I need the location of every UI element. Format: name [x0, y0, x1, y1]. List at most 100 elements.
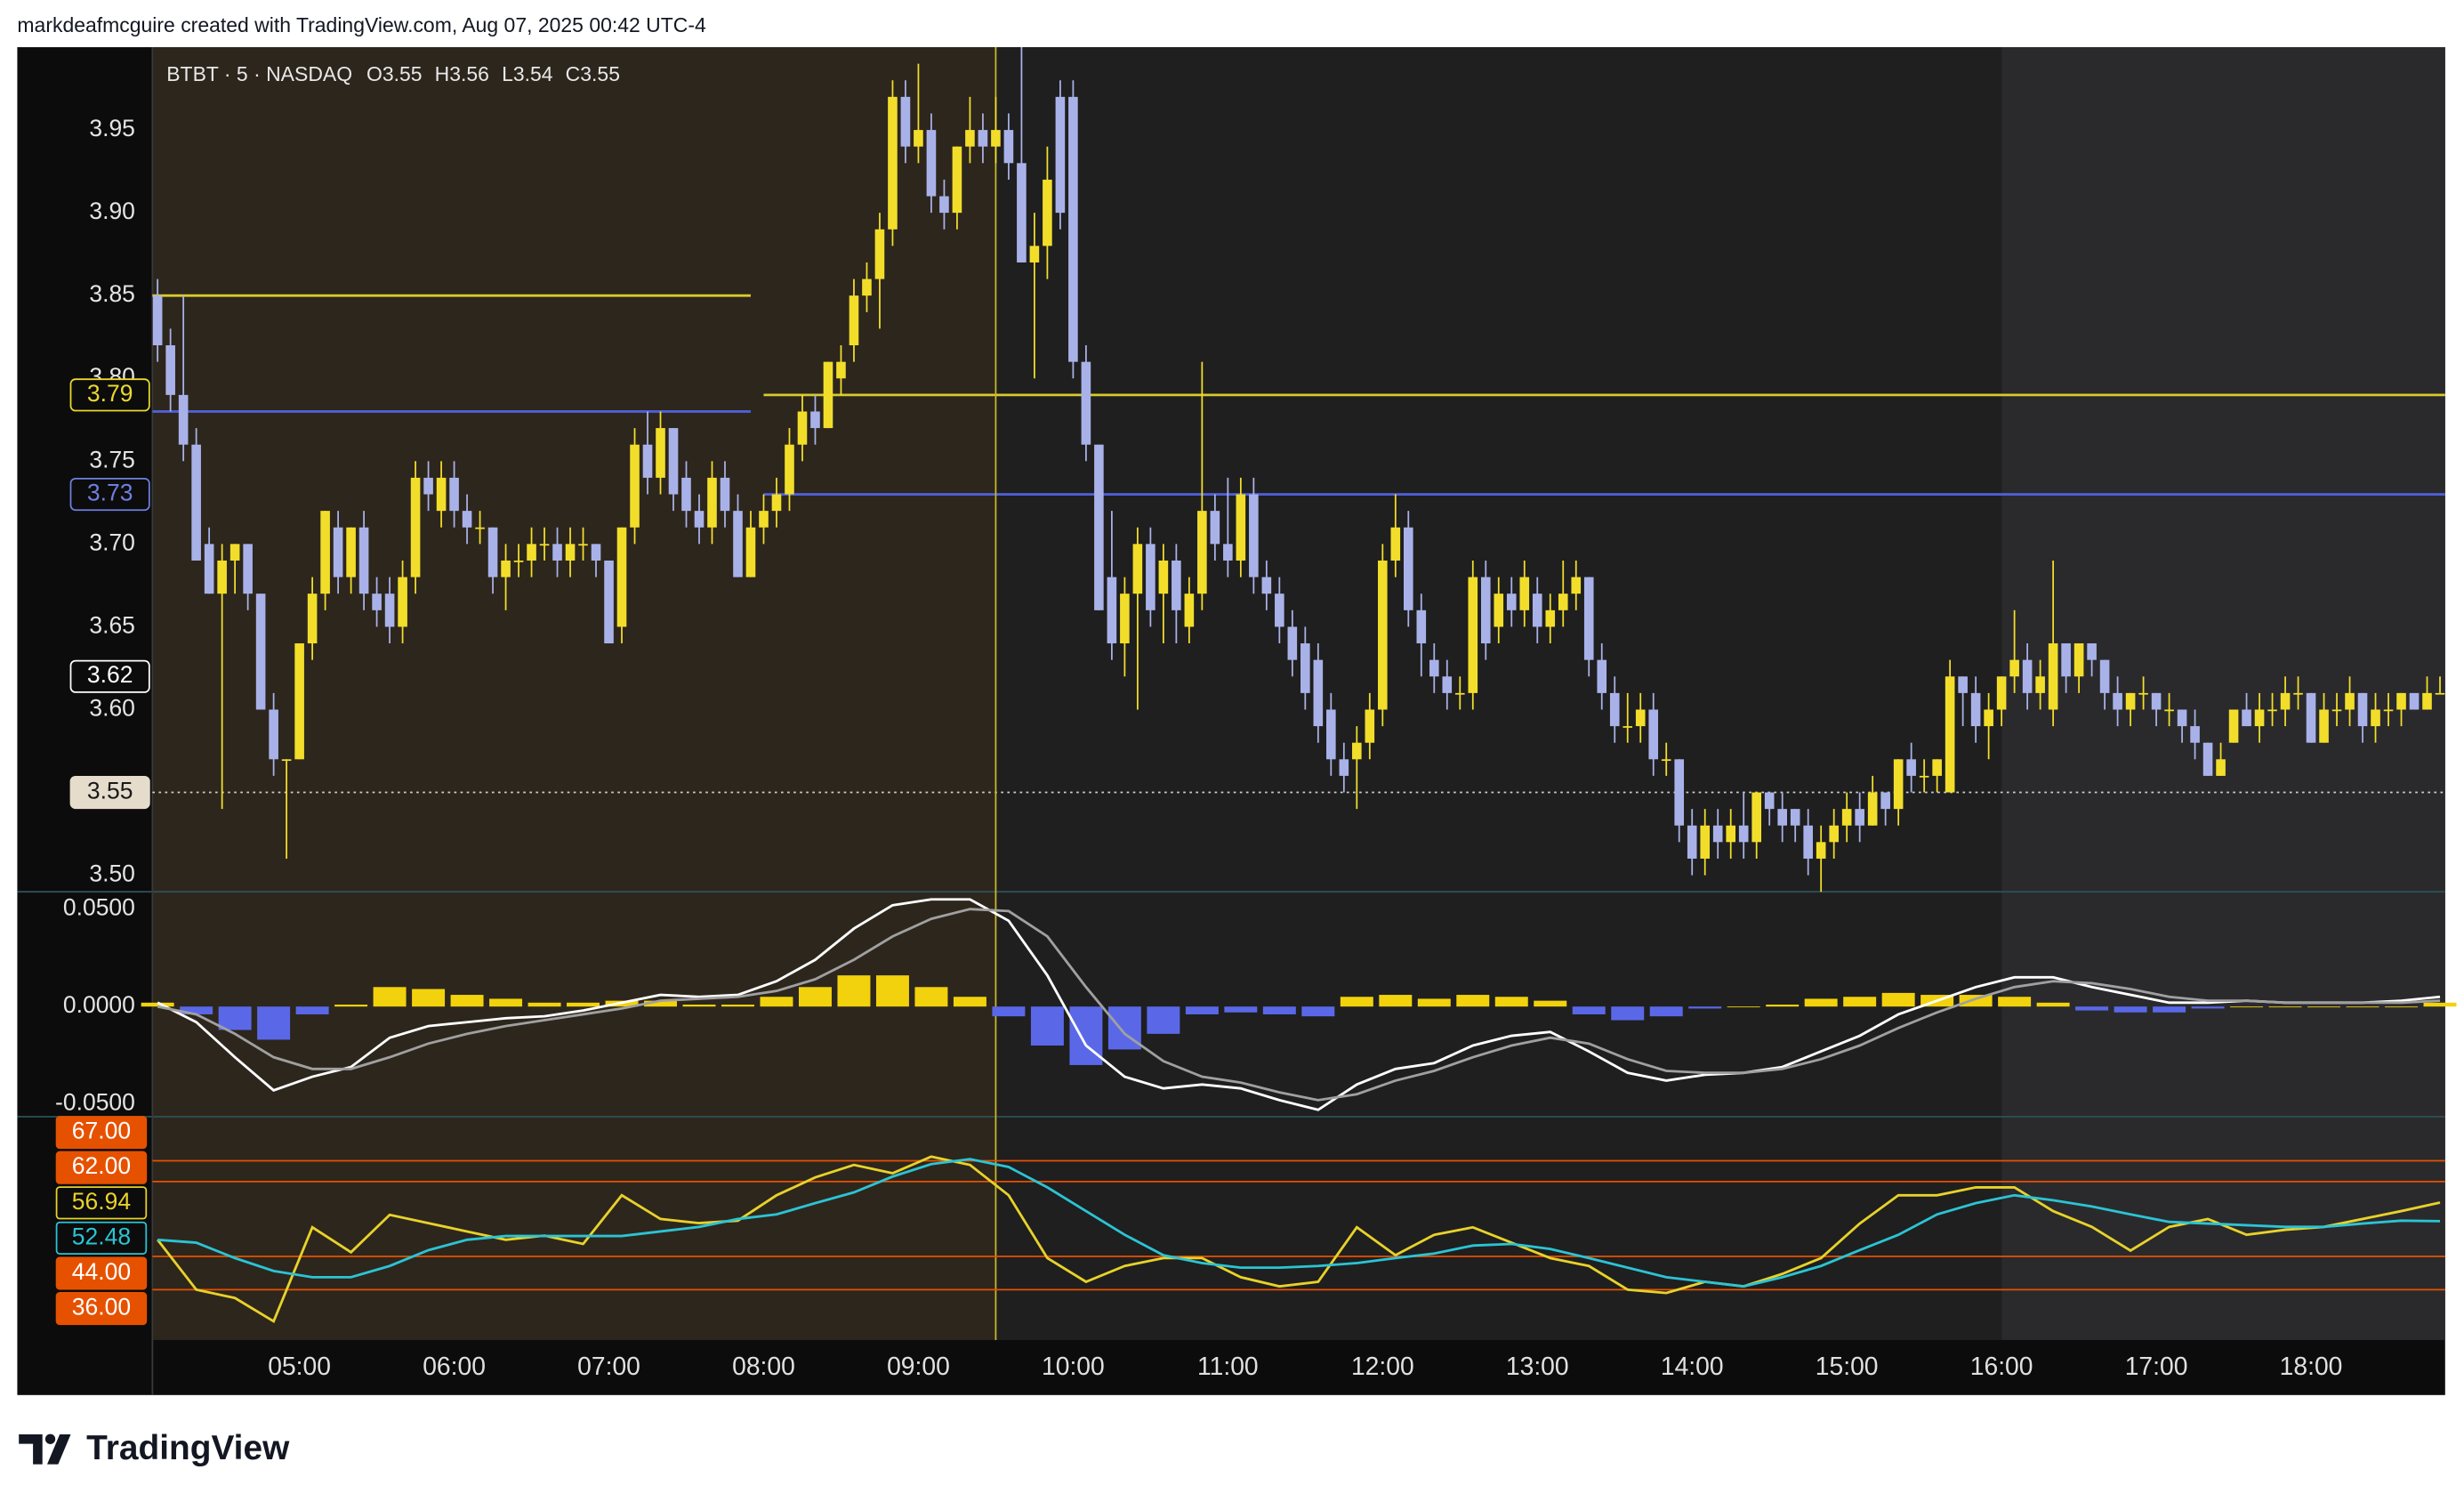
price-label: 3.79: [87, 380, 133, 407]
candle-body: [1945, 676, 1955, 793]
candle-body: [1146, 544, 1156, 610]
candle-body: [720, 477, 730, 512]
histogram-bar: [1688, 1006, 1722, 1009]
y-tick-label: -0.0500: [55, 1089, 135, 1116]
candle-body: [2422, 692, 2432, 710]
histogram-bar: [295, 1006, 329, 1014]
candle-body: [1107, 577, 1117, 644]
indicator-line: [157, 898, 2441, 1111]
histogram-bar: [1766, 1005, 1800, 1007]
candle-body: [668, 428, 679, 495]
candle-body: [2022, 659, 2033, 693]
candle-body: [1081, 361, 1091, 445]
candle-body: [785, 444, 794, 495]
candle-body: [1661, 759, 1671, 762]
histogram-bar: [2153, 1006, 2186, 1013]
candle-body: [733, 511, 743, 577]
candle-body: [681, 477, 691, 512]
candle-body: [926, 130, 937, 197]
histogram-bar: [567, 1002, 600, 1007]
candle-body: [1313, 659, 1324, 727]
candle-body: [449, 477, 459, 512]
candle-body: [656, 428, 665, 478]
candle-body: [1326, 709, 1336, 760]
candle-body: [1648, 709, 1659, 760]
histogram-bar: [1843, 997, 1877, 1007]
y-tick-label: 3.65: [89, 611, 135, 638]
candle-body: [1132, 544, 1143, 594]
candle-body: [281, 759, 292, 762]
histogram-bar: [2346, 1006, 2379, 1008]
candle-body: [771, 494, 782, 512]
candle-body: [1043, 179, 1052, 246]
candle-body: [1300, 643, 1310, 693]
logo-dot: [44, 1433, 56, 1444]
x-tick-label: 13:00: [1506, 1352, 1569, 1380]
price-label-box: [69, 378, 150, 412]
candle-body: [1893, 759, 1904, 810]
candle-body: [1623, 726, 1633, 728]
histogram-bar: [1147, 1006, 1180, 1034]
candle-body: [255, 594, 266, 710]
histogram-bar: [2230, 1006, 2264, 1008]
candle-body: [1017, 163, 1027, 262]
candle-body: [1919, 775, 1929, 778]
candle-body: [991, 130, 1001, 147]
candle-body: [1365, 709, 1375, 743]
x-tick-label: 12:00: [1351, 1352, 1414, 1380]
histogram-bar: [721, 1005, 754, 1007]
rsi-label-box: [55, 1186, 148, 1220]
candle-body: [1687, 825, 1697, 859]
candle-body: [1996, 676, 2007, 710]
candle-body: [1494, 594, 1504, 627]
histogram-bar: [2191, 1006, 2225, 1009]
credit: markdeafmcguire created with TradingView…: [17, 13, 706, 36]
histogram-bar: [1030, 1006, 1064, 1046]
candle-body: [978, 130, 988, 147]
candle-body: [1184, 594, 1195, 627]
candle-body: [2099, 659, 2110, 693]
candle-body: [398, 577, 407, 627]
candle-body: [642, 444, 653, 478]
histogram-bar: [334, 1005, 368, 1007]
candle-body: [862, 279, 872, 296]
candle-body: [423, 477, 433, 495]
x-tick-label: 10:00: [1042, 1352, 1105, 1380]
histogram-bar: [682, 1005, 716, 1007]
candle-body: [874, 229, 885, 279]
x-tick-label: 05:00: [268, 1352, 331, 1380]
candle-body: [1880, 792, 1890, 810]
y-tick-label: 3.60: [89, 694, 135, 721]
candle-body: [1712, 825, 1723, 843]
candle-body: [410, 477, 421, 577]
y-tick-label: 3.50: [89, 860, 135, 887]
price-label-box: [69, 477, 150, 512]
candle-body: [2383, 709, 2394, 712]
candle-body: [1855, 809, 1864, 826]
candle-body: [2125, 692, 2136, 710]
y-tick-label: 3.95: [89, 115, 135, 141]
candle-body: [2113, 692, 2122, 710]
histogram-bar: [2307, 1006, 2341, 1008]
rsi-label: 36.00: [72, 1294, 131, 1320]
y-tick-label: 3.75: [89, 446, 135, 472]
candle-body: [2138, 692, 2148, 695]
candle-body: [1506, 594, 1517, 610]
histogram-bar: [1534, 1000, 1567, 1007]
indicator-line: [157, 908, 2441, 1102]
plot: [141, 47, 2457, 1340]
candle-body: [630, 444, 640, 528]
candle-body: [2242, 709, 2251, 727]
candle-body: [836, 361, 846, 379]
candle-body: [1816, 842, 1826, 859]
histogram-bar: [875, 975, 909, 1007]
candle-body: [1094, 444, 1104, 610]
logo-slash: [46, 1433, 71, 1465]
histogram-bar: [1224, 1006, 1258, 1013]
rsi-label-box: [55, 1292, 148, 1326]
histogram-bar: [373, 987, 407, 1007]
session-background: [995, 47, 2002, 1340]
candle-body: [1055, 96, 1066, 214]
price-label: 3.62: [87, 661, 133, 688]
